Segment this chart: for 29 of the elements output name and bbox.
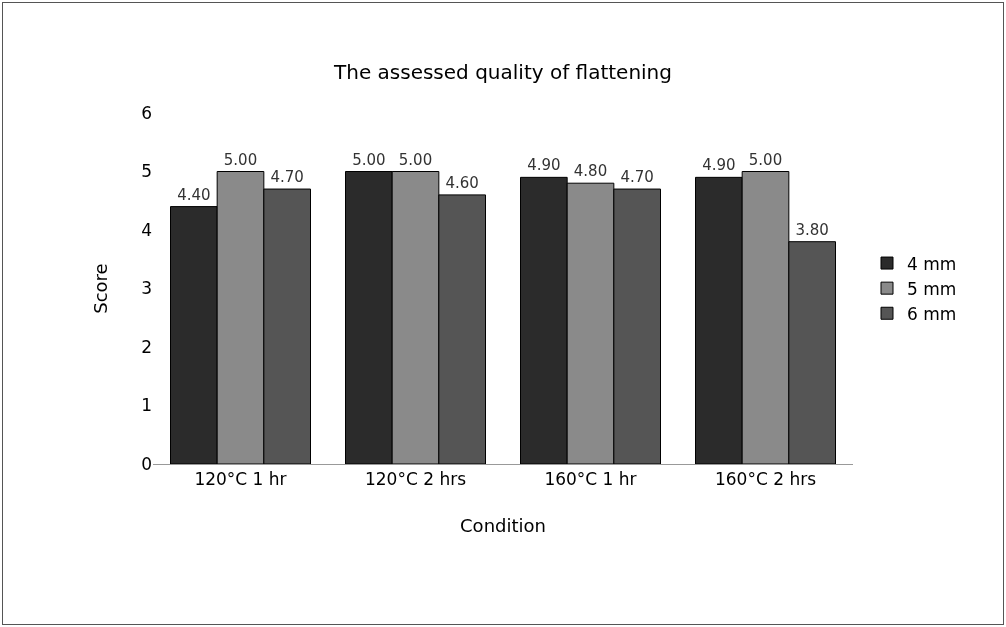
data-label: 5.00 [352,150,386,169]
x-axis-title: Condition [460,514,546,536]
data-label: 5.00 [398,150,433,169]
data-label: 4.90 [702,156,736,175]
y-tick-label: 5 [141,161,152,182]
y-tick-label: 3 [141,278,152,299]
y-tick-label: 4 [141,219,152,240]
x-tick-label: 160°C 1 hr [544,469,637,490]
y-tick-label: 0 [141,453,152,474]
y-tick-label: 6 [141,102,152,123]
y-axis-title: Score [90,263,111,314]
legend-label: 4 mm [907,253,957,274]
x-tick-label: 160°C 2 hrs [714,469,817,490]
data-label: 4.70 [270,168,304,187]
data-label: 5.00 [748,150,783,169]
data-label: 4.90 [527,156,561,175]
x-tick-label: 120°C 2 hrs [364,469,467,490]
chart-title: The assessed quality of flattening [332,60,673,85]
legend-label: 6 mm [907,303,957,324]
x-tick-label: 120°C 1 hr [194,469,287,490]
data-label: 4.40 [177,185,211,204]
data-label: 4.70 [620,168,654,187]
data-label: 4.80 [573,162,608,181]
data-label: 5.00 [223,150,258,169]
legend-label: 5 mm [907,278,957,299]
data-label: 4.60 [445,173,479,192]
y-tick-label: 1 [141,395,152,416]
y-tick-label: 2 [141,336,152,357]
data-label: 3.80 [795,220,829,239]
